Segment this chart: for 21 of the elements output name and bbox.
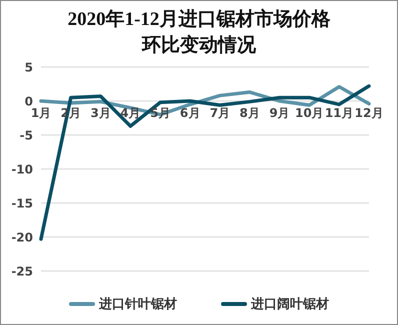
y-tick-label: -15 (11, 196, 33, 210)
y-tick-label: 5 (24, 60, 33, 74)
y-tick-label: -5 (20, 128, 33, 142)
x-tick-label: 9月 (269, 106, 290, 120)
x-tick-label: 4月 (120, 106, 141, 120)
chart-title: 2020年1-12月进口锯材市场价格环比变动情况 (66, 8, 332, 58)
x-tick-label: 8月 (240, 106, 260, 120)
x-tick-label: 3月 (90, 106, 111, 120)
y-tick-label: 0 (24, 94, 33, 108)
x-tick-label: 6月 (180, 106, 200, 120)
x-tick-label: 1月 (30, 106, 52, 120)
y-tick-label: -10 (11, 162, 33, 176)
y-tick-label: -25 (11, 264, 33, 278)
x-tick-label: 7月 (210, 106, 230, 120)
x-tick-label: 11月 (324, 106, 354, 120)
y-tick-label: -20 (11, 230, 33, 244)
x-tick-label: 12月 (354, 106, 384, 120)
x-tick-label: 10月 (295, 106, 324, 120)
legend-label: 进口针叶锯材 (99, 296, 177, 313)
legend-label: 进口阔叶锯材 (251, 296, 329, 313)
line-series (39, 84, 371, 241)
